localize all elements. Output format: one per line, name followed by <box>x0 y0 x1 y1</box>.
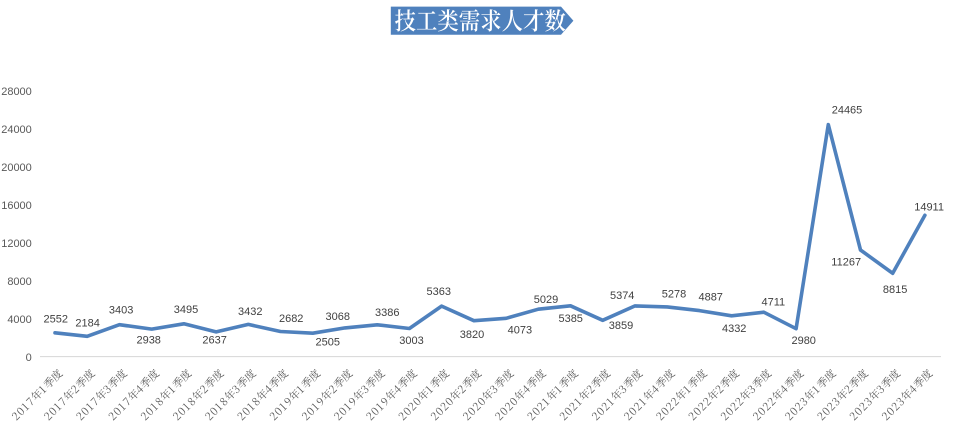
svg-text:14911: 14911 <box>914 201 944 213</box>
svg-text:4711: 4711 <box>761 296 785 308</box>
svg-text:2505: 2505 <box>316 337 340 349</box>
svg-text:8815: 8815 <box>883 284 907 296</box>
svg-text:2552: 2552 <box>44 314 68 326</box>
svg-text:5363: 5363 <box>427 286 451 298</box>
svg-text:16000: 16000 <box>1 200 32 212</box>
svg-text:24000: 24000 <box>1 124 32 136</box>
svg-text:4000: 4000 <box>7 314 31 326</box>
svg-text:28000: 28000 <box>1 86 32 98</box>
svg-text:3820: 3820 <box>460 329 484 341</box>
svg-text:8000: 8000 <box>7 276 31 288</box>
svg-text:2184: 2184 <box>75 317 99 329</box>
svg-text:3495: 3495 <box>174 304 198 316</box>
svg-text:20000: 20000 <box>1 162 32 174</box>
svg-text:0: 0 <box>26 352 32 364</box>
svg-text:3386: 3386 <box>375 307 399 319</box>
svg-text:5374: 5374 <box>610 290 634 302</box>
svg-text:4887: 4887 <box>698 292 722 304</box>
svg-text:3068: 3068 <box>326 311 350 323</box>
svg-text:5029: 5029 <box>534 294 558 306</box>
svg-text:2980: 2980 <box>791 335 815 347</box>
svg-text:4073: 4073 <box>508 324 532 336</box>
svg-text:24465: 24465 <box>832 104 863 116</box>
svg-text:3432: 3432 <box>238 306 262 318</box>
svg-text:2938: 2938 <box>136 335 160 347</box>
svg-text:3003: 3003 <box>399 335 423 347</box>
svg-text:2682: 2682 <box>279 313 303 325</box>
svg-text:2637: 2637 <box>202 335 226 347</box>
svg-text:11267: 11267 <box>831 256 861 268</box>
svg-text:3403: 3403 <box>109 304 133 316</box>
svg-text:5385: 5385 <box>558 313 582 325</box>
svg-text:4332: 4332 <box>722 323 746 335</box>
svg-text:5278: 5278 <box>662 288 686 300</box>
svg-text:12000: 12000 <box>1 238 32 250</box>
svg-text:3859: 3859 <box>609 320 633 332</box>
